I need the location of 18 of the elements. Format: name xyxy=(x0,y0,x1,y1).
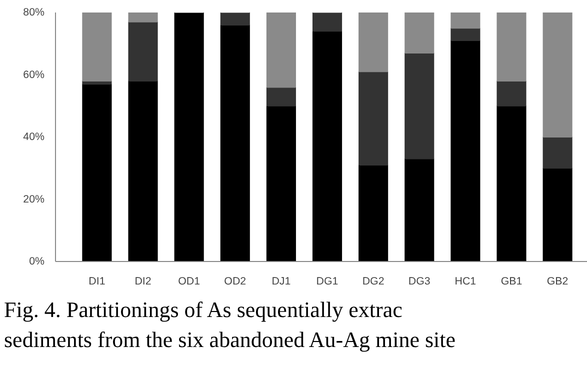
y-tick-label: 80% xyxy=(23,6,46,18)
y-tick-label: 60% xyxy=(23,68,46,81)
x-tick-label: DG2 xyxy=(362,276,384,288)
x-tick-label: GB1 xyxy=(500,276,522,288)
x-tick-label: DJ1 xyxy=(272,276,291,288)
caption: Fig. 4. Partitionings of As sequentially extrac xyxy=(4,297,402,322)
x-tick-label: HC1 xyxy=(454,276,476,288)
y-tick-label: 0% xyxy=(29,256,46,268)
x-tick-label: DG3 xyxy=(408,276,430,288)
y-tick-label: 40% xyxy=(23,131,46,143)
x-tick-label: DG1 xyxy=(316,276,338,288)
x-tick-label: GB2 xyxy=(546,276,568,288)
x-tick-label: DI2 xyxy=(134,276,152,288)
x-tick-label: OD2 xyxy=(224,276,246,288)
y-tick-label: 20% xyxy=(23,193,46,206)
x-tick-label: DI1 xyxy=(88,276,106,288)
x-tick-label: OD1 xyxy=(178,276,200,288)
text: sediments from the six abandoned Au-Ag mine site xyxy=(4,327,456,352)
